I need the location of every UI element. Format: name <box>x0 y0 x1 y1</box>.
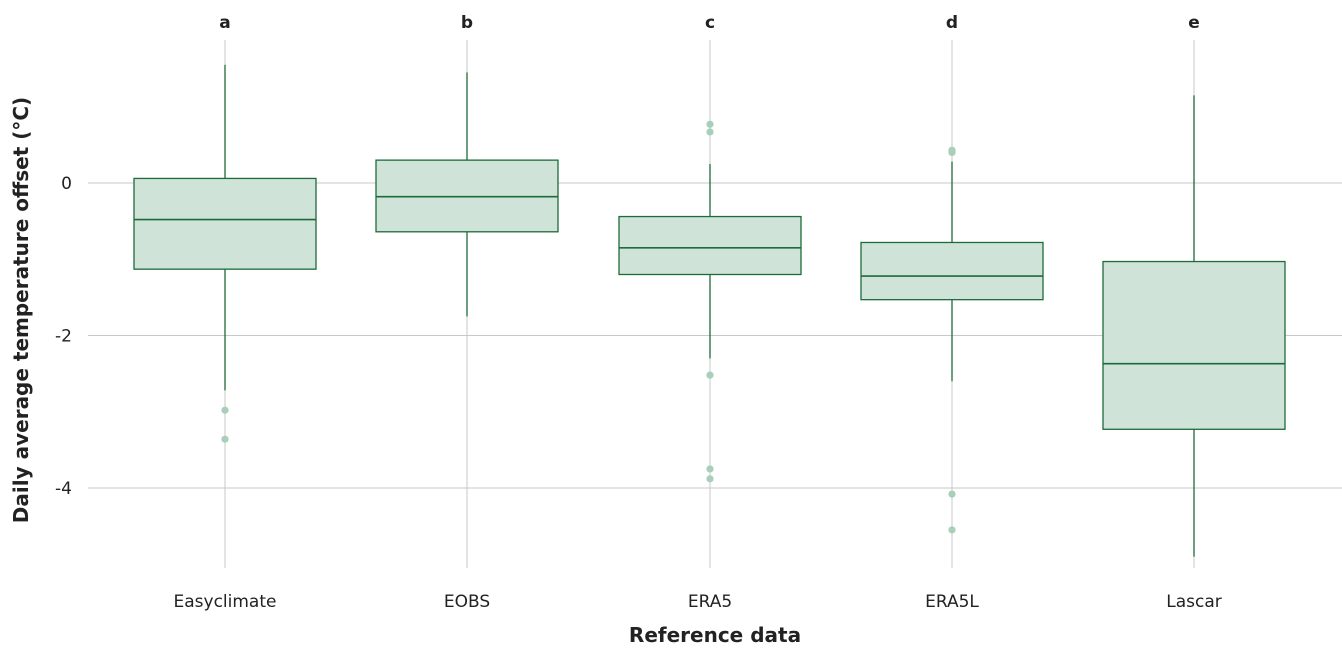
outlier-point <box>221 406 229 414</box>
box-lascar <box>1102 95 1286 557</box>
outlier-point <box>706 371 714 379</box>
y-tick-label: -4 <box>55 479 72 499</box>
significance-letter: d <box>946 13 958 33</box>
outlier-point <box>706 465 714 473</box>
significance-letter: b <box>461 13 473 33</box>
x-axis-title: Reference data <box>629 623 801 647</box>
x-tick-label: EOBS <box>444 592 490 612</box>
y-tick-label: -2 <box>55 327 72 347</box>
y-tick-label: 0 <box>61 174 72 194</box>
x-tick-label: Lascar <box>1166 592 1222 612</box>
outliers-layer <box>221 120 956 534</box>
outlier-point <box>948 148 956 157</box>
significance-letter: c <box>705 13 715 33</box>
outlier-point <box>706 475 714 483</box>
significance-letter: a <box>219 13 230 33</box>
outlier-point <box>706 128 714 136</box>
significance-letters: a b c d e <box>219 13 1200 33</box>
x-tick-label: Easyclimate <box>174 592 277 612</box>
box-easyclimate <box>133 64 317 391</box>
x-axis-ticks: Easyclimate EOBS ERA5 ERA5L Lascar <box>174 592 1222 612</box>
outlier-point <box>706 120 714 128</box>
y-axis-ticks: 0 -2 -4 <box>55 174 72 499</box>
box-iqr <box>860 241 1044 301</box>
outlier-point <box>221 435 229 443</box>
x-tick-label: ERA5 <box>688 592 732 612</box>
box-iqr <box>1102 260 1286 430</box>
box-eobs <box>375 72 559 317</box>
x-tick-label: ERA5L <box>925 592 979 612</box>
outlier-point <box>948 526 956 534</box>
outlier-point <box>948 490 956 498</box>
box-iqr <box>618 215 802 276</box>
significance-letter: e <box>1188 13 1200 33</box>
box-iqr <box>133 177 317 270</box>
boxes-layer <box>133 64 1286 557</box>
box-era5l <box>860 161 1044 382</box>
box-era5 <box>618 163 802 359</box>
y-axis-title: Daily average temperature offset (°C) <box>9 97 33 523</box>
